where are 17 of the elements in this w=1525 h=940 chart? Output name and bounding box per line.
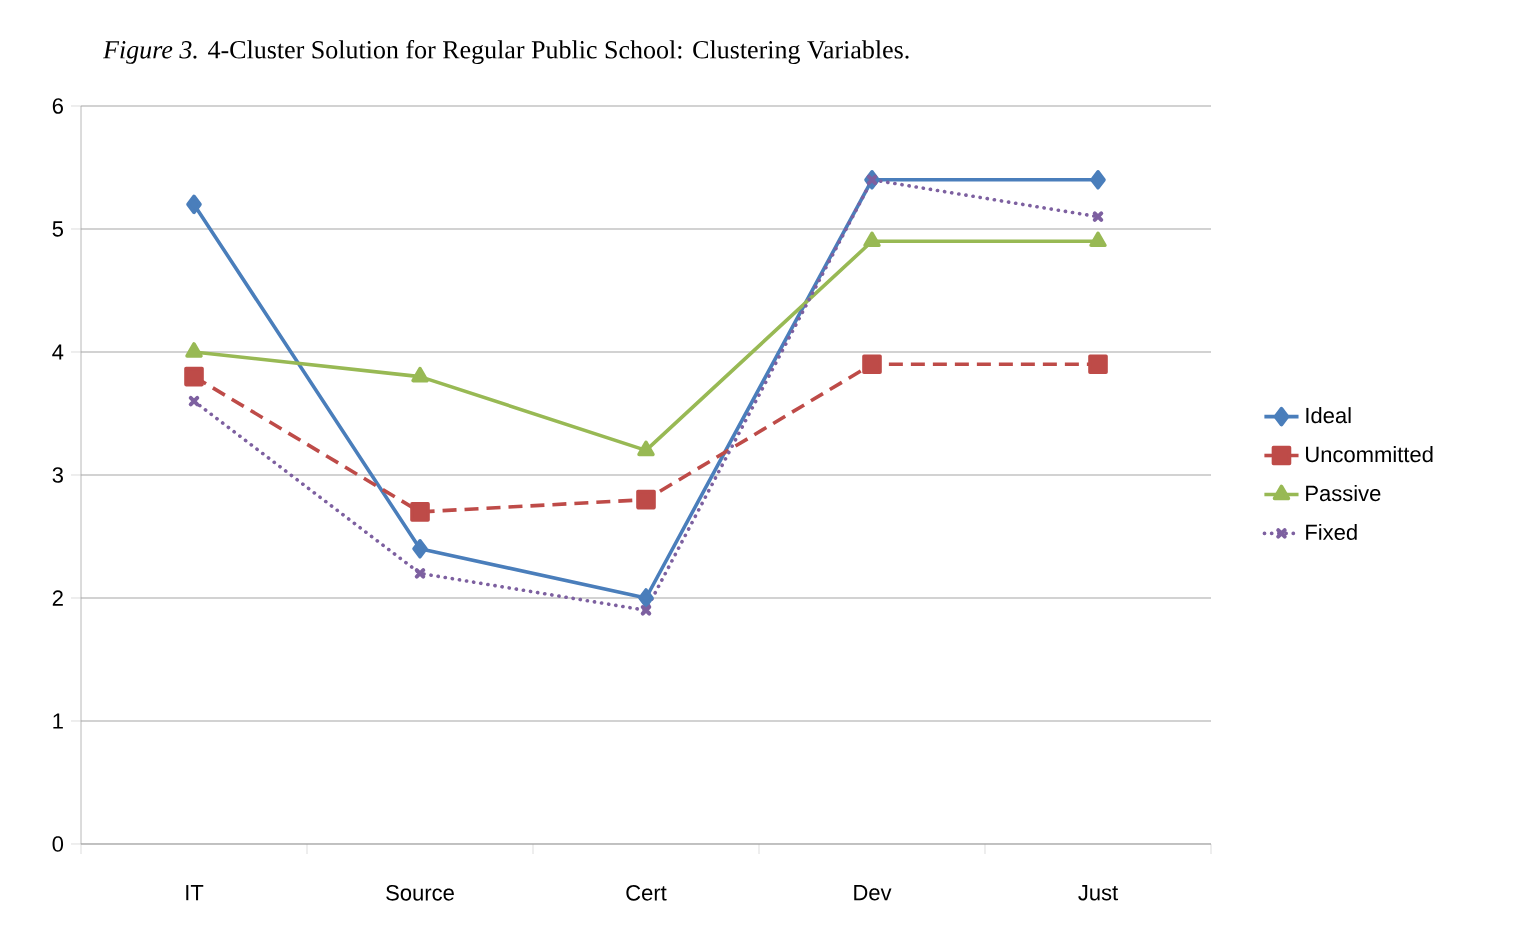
y-tick-label: 5: [52, 221, 63, 237]
x-tick-label: IT: [186, 885, 204, 901]
y-tick-label: 4: [52, 344, 64, 360]
legend-label: Fixed: [1306, 523, 1357, 541]
legend-label: Ideal: [1306, 407, 1351, 424]
y-tick-label: 1: [53, 713, 63, 729]
legend-label: Uncommitted: [1306, 446, 1433, 463]
chart-title: Figure 3. 4-Cluster Solution for Regular Public School: Clustering Variables.: [102, 40, 909, 64]
y-tick-label: 6: [52, 98, 63, 114]
x-tick-label: Dev: [854, 885, 892, 901]
x-tick-label: Source: [386, 885, 454, 901]
x-tick-label: Cert: [626, 885, 667, 901]
y-tick-label: 0: [52, 836, 64, 852]
y-tick-label: 3: [52, 467, 63, 483]
y-tick-label: 2: [52, 590, 63, 606]
legend-label: Passive: [1306, 485, 1381, 502]
x-tick-label: Just: [1078, 885, 1119, 901]
